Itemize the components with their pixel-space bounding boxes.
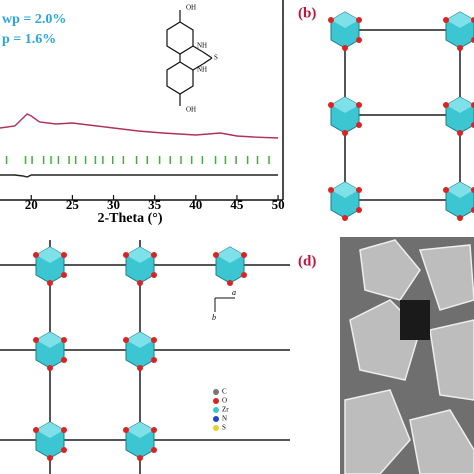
x-tick-label: 35	[148, 197, 162, 212]
legend-label: S	[222, 424, 226, 432]
legend-label: C	[222, 388, 227, 396]
atom-label: S	[214, 54, 218, 62]
zr-cluster	[327, 11, 363, 52]
pore	[400, 300, 430, 340]
legend-swatch	[213, 416, 219, 422]
legend-label: N	[222, 415, 227, 423]
panel-label: (d)	[298, 253, 316, 269]
x-tick-label: 50	[272, 197, 285, 212]
panel-d: (d)	[298, 237, 474, 474]
legend-swatch	[213, 407, 219, 413]
panel-label: (b)	[298, 5, 316, 21]
axis-label: b	[212, 313, 216, 322]
x-tick-label: 40	[189, 197, 202, 212]
curve	[0, 113, 279, 139]
zr-cluster	[122, 331, 158, 372]
zr-cluster	[327, 181, 363, 222]
curve	[0, 174, 279, 178]
atom-label: NH	[197, 66, 207, 74]
axis-label: a	[232, 288, 236, 297]
x-tick-label: 30	[107, 197, 120, 212]
legend-swatch	[213, 389, 219, 395]
legend-label: O	[222, 397, 227, 405]
zr-cluster	[32, 331, 68, 372]
zr-cluster	[122, 246, 158, 287]
zr-cluster	[442, 96, 474, 137]
panel-b: (b)	[298, 5, 474, 222]
zr-cluster	[212, 246, 248, 287]
x-tick-label: 25	[66, 197, 80, 212]
zr-cluster	[327, 96, 363, 137]
atom-label: OH	[186, 106, 196, 114]
x-axis-label: 2-Theta (°)	[97, 211, 162, 226]
legend-label: Zr	[222, 406, 229, 414]
atom-label: OH	[186, 4, 196, 12]
molecule	[166, 10, 213, 106]
legend-swatch	[213, 398, 219, 404]
annotation: p = 1.6%	[2, 32, 56, 47]
x-tick-label: 20	[25, 197, 38, 212]
annotation: wp = 2.0%	[2, 12, 66, 27]
x-tick-label: 45	[230, 197, 244, 212]
zr-cluster	[32, 421, 68, 462]
crystals	[344, 239, 474, 474]
zr-cluster	[442, 181, 474, 222]
legend-swatch	[213, 425, 219, 431]
zr-cluster	[32, 246, 68, 287]
zr-cluster	[122, 421, 158, 462]
zr-cluster	[442, 11, 474, 52]
atom-label: NH	[197, 42, 207, 50]
panel-a: wp = 2.0% p = 1.6% OH NH S NH OH 2-Theta…	[0, 0, 285, 226]
